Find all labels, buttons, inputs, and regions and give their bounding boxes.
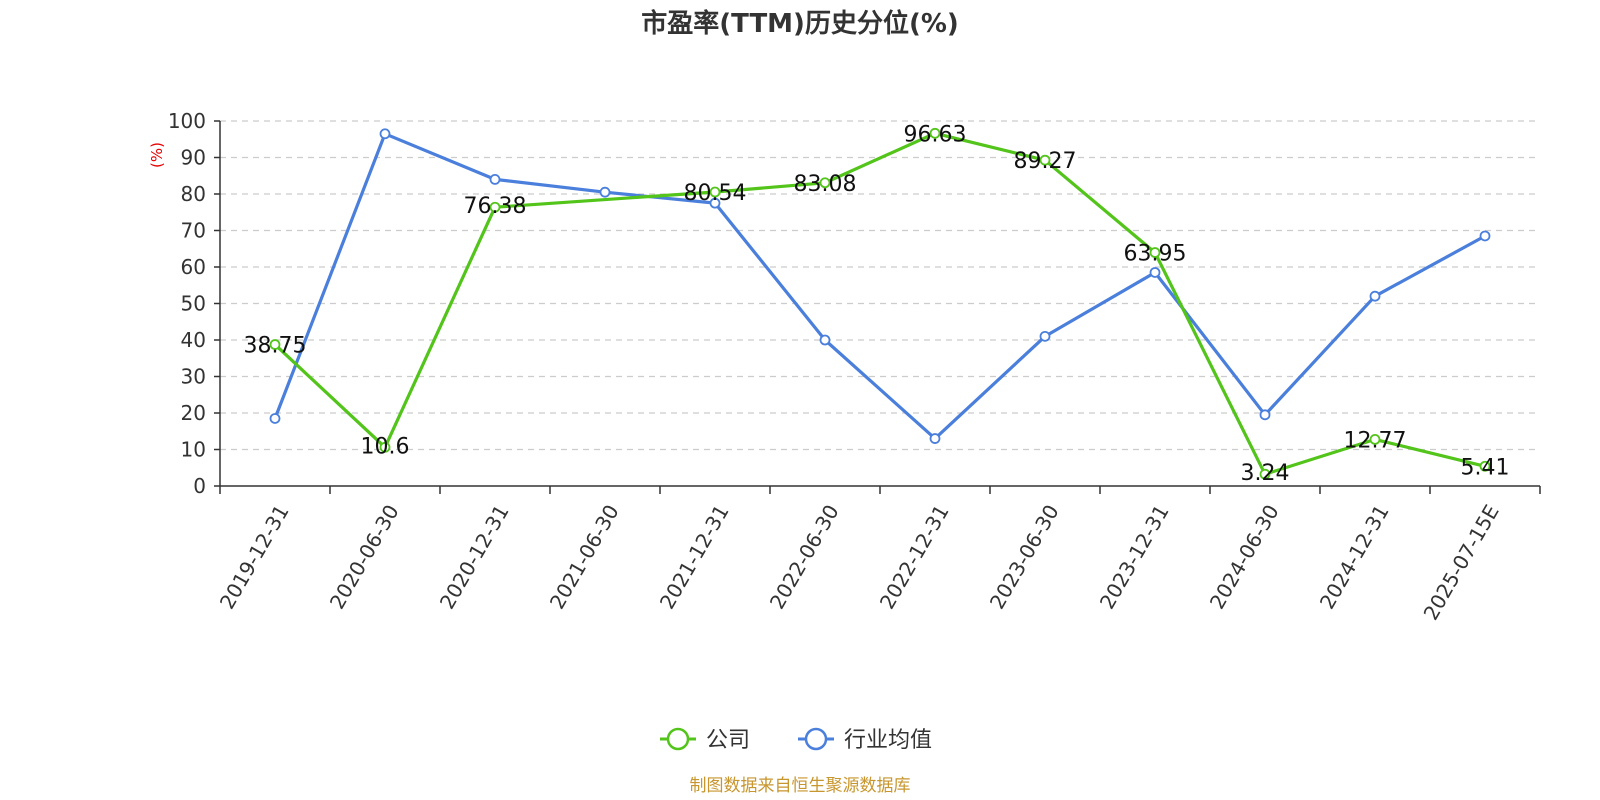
data-label: 12.77 [1344,428,1407,453]
y-tick-label: 50 [181,292,206,316]
legend-marker-icon [804,727,828,751]
data-point[interactable] [1479,460,1491,472]
data-point[interactable] [599,186,611,198]
data-label: 38.75 [244,334,307,359]
x-tick-label: 2024-06-30 [1205,501,1284,614]
data-point[interactable] [709,186,721,198]
x-tick-label: 2022-12-31 [875,501,954,614]
data-label: 76.38 [464,194,527,219]
x-tick-label: 2024-12-31 [1315,501,1394,614]
data-point[interactable] [1149,247,1161,258]
y-tick-label: 70 [181,219,206,243]
x-tick-label: 2020-12-31 [435,501,514,614]
data-label: 83.08 [794,172,857,197]
legend-item-0[interactable]: 公司 [660,727,750,753]
data-label: 10.6 [361,434,410,459]
y-axis: 0 10 20 30 40 50 60 70 80 90 100 [168,109,221,498]
data-point[interactable] [929,433,941,444]
legend[interactable]: 公司 行业均值 [660,727,932,753]
data-label: 3.24 [1241,461,1290,486]
legend-marker-icon [666,727,690,751]
x-tick-label: 2025-07-15E [1419,501,1504,625]
y-tick-label: 100 [168,109,206,133]
data-point[interactable] [489,201,501,213]
data-point[interactable] [379,441,391,453]
x-tick-label: 2023-06-30 [985,501,1064,614]
data-point[interactable] [269,339,281,350]
y-tick-label: 20 [181,401,206,425]
chart-title: 市盈率(TTM)历史分位(%) [641,8,959,39]
grid-lines [220,120,1540,451]
data-label: 63.95 [1124,242,1187,267]
x-tick-label: 2021-12-31 [655,501,734,614]
data-label: 89.27 [1014,149,1077,174]
y-tick-label: 60 [181,255,206,279]
x-tick-label: 2022-06-30 [765,501,844,614]
data-label: 80.54 [684,181,747,206]
x-tick-label: 2021-06-30 [545,501,624,614]
data-source-note: 制图数据来自恒生聚源数据库 [690,776,911,796]
data-label: 96.63 [904,122,967,147]
data-label: 5.41 [1461,455,1510,480]
legend-item-1[interactable]: 行业均值 [798,727,932,753]
legend-label: 公司 [706,728,750,753]
y-tick-label: 80 [181,182,206,206]
data-point[interactable] [1039,154,1051,166]
data-point[interactable] [1039,330,1051,342]
data-point[interactable] [1369,433,1381,445]
x-axis: 2019-12-31 2020-06-30 2020-12-31 2021-06-30… [215,485,1541,625]
data-point[interactable] [1369,290,1381,302]
x-tick-label: 2023-12-31 [1095,501,1174,614]
x-tick-label: 2019-12-31 [215,501,294,614]
data-point[interactable] [489,173,501,185]
data-point[interactable] [1259,468,1271,480]
y-tick-label: 40 [181,328,206,352]
series-group: 38.75 10.6 76.38 80.54 83.08 96.63 89.27 63.95 3… [244,122,1510,486]
y-tick-label: 0 [193,474,206,498]
legend-label: 行业均值 [844,728,932,753]
x-tick-label: 2020-06-30 [325,501,404,614]
series-line-1 [273,132,1486,441]
data-point[interactable] [269,413,281,424]
data-point[interactable] [379,128,391,140]
y-tick-label: 30 [181,365,206,389]
data-point[interactable] [819,177,831,189]
data-point[interactable] [1149,267,1161,278]
y-axis-label: (%) [148,142,166,168]
data-point[interactable] [929,127,941,139]
y-tick-label: 10 [181,438,206,462]
data-point[interactable] [1479,230,1491,242]
data-point[interactable] [709,197,721,209]
data-point[interactable] [1259,409,1271,421]
data-point[interactable] [819,334,831,346]
y-tick-label: 90 [181,146,206,170]
